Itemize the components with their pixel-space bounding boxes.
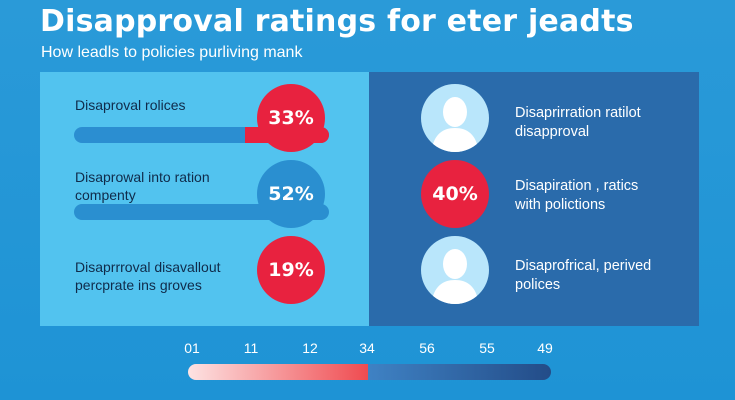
right-row-2-label-line-1: Disapiration , ratics: [515, 178, 639, 194]
row-1-label: Disaproval rolices: [75, 96, 185, 114]
chart-title: Disapproval ratings for eter jeadts: [40, 4, 634, 39]
badge-row-1-value: 33%: [268, 107, 314, 129]
right-row-2-label-line-2: with polictions: [515, 197, 606, 213]
person-avatar-icon: [421, 236, 489, 304]
row-2-label: Disaprowal into ration compenty: [75, 168, 210, 204]
scale-red-segment: [188, 364, 368, 380]
badge-right-row-2-value: 40%: [432, 183, 478, 205]
scale-bar: [188, 364, 551, 380]
scale-tick-label: 01: [184, 340, 200, 356]
badge-row-3-value: 19%: [268, 259, 314, 281]
row-2-label-line-1: Disaprowal into ration: [75, 169, 210, 185]
person-silhouette-icon: [431, 249, 479, 304]
badge-right-row-2: 40%: [421, 160, 489, 228]
scale-tick-label: 34: [359, 340, 375, 356]
person-avatar-icon: [421, 84, 489, 152]
scale-gradient: [188, 364, 551, 380]
scale-tick-label: 11: [243, 340, 259, 356]
scale-tick-label: 49: [537, 340, 553, 356]
badge-row-2-value: 52%: [268, 183, 314, 205]
right-row-3-label: Disaprofrical, perived polices: [515, 257, 651, 295]
row-3-label: Disaprrroval disavallout percprate ins g…: [75, 258, 221, 294]
right-row-1-label-line-2: disapproval: [515, 124, 590, 140]
scale-blue-segment: [368, 364, 551, 380]
scale-tick-label: 55: [479, 340, 495, 356]
row-3-label-line-1: Disaprrroval disavallout: [75, 259, 221, 275]
scale-tick-label: 12: [302, 340, 318, 356]
right-row-1-label-line-1: Disaprirration ratilot: [515, 105, 641, 121]
badge-row-3: 19%: [257, 236, 325, 304]
badge-row-2: 52%: [257, 160, 325, 228]
right-row-1-label: Disaprirration ratilot disapproval: [515, 104, 641, 142]
right-row-3-label-line-2: polices: [515, 277, 561, 293]
row-3-label-line-2: percprate ins groves: [75, 277, 202, 293]
chart-subtitle: How leadls to policies purliving mank: [41, 44, 303, 61]
scale-tick-label: 56: [419, 340, 435, 356]
right-row-2-label: Disapiration , ratics with polictions: [515, 177, 638, 215]
badge-row-1: 33%: [257, 84, 325, 152]
person-silhouette-icon: [431, 97, 479, 152]
row-2-label-line-2: compenty: [75, 187, 136, 203]
row-1-label-line-1: Disaproval rolices: [75, 97, 186, 113]
right-row-3-label-line-1: Disaprofrical, perived: [515, 258, 652, 274]
